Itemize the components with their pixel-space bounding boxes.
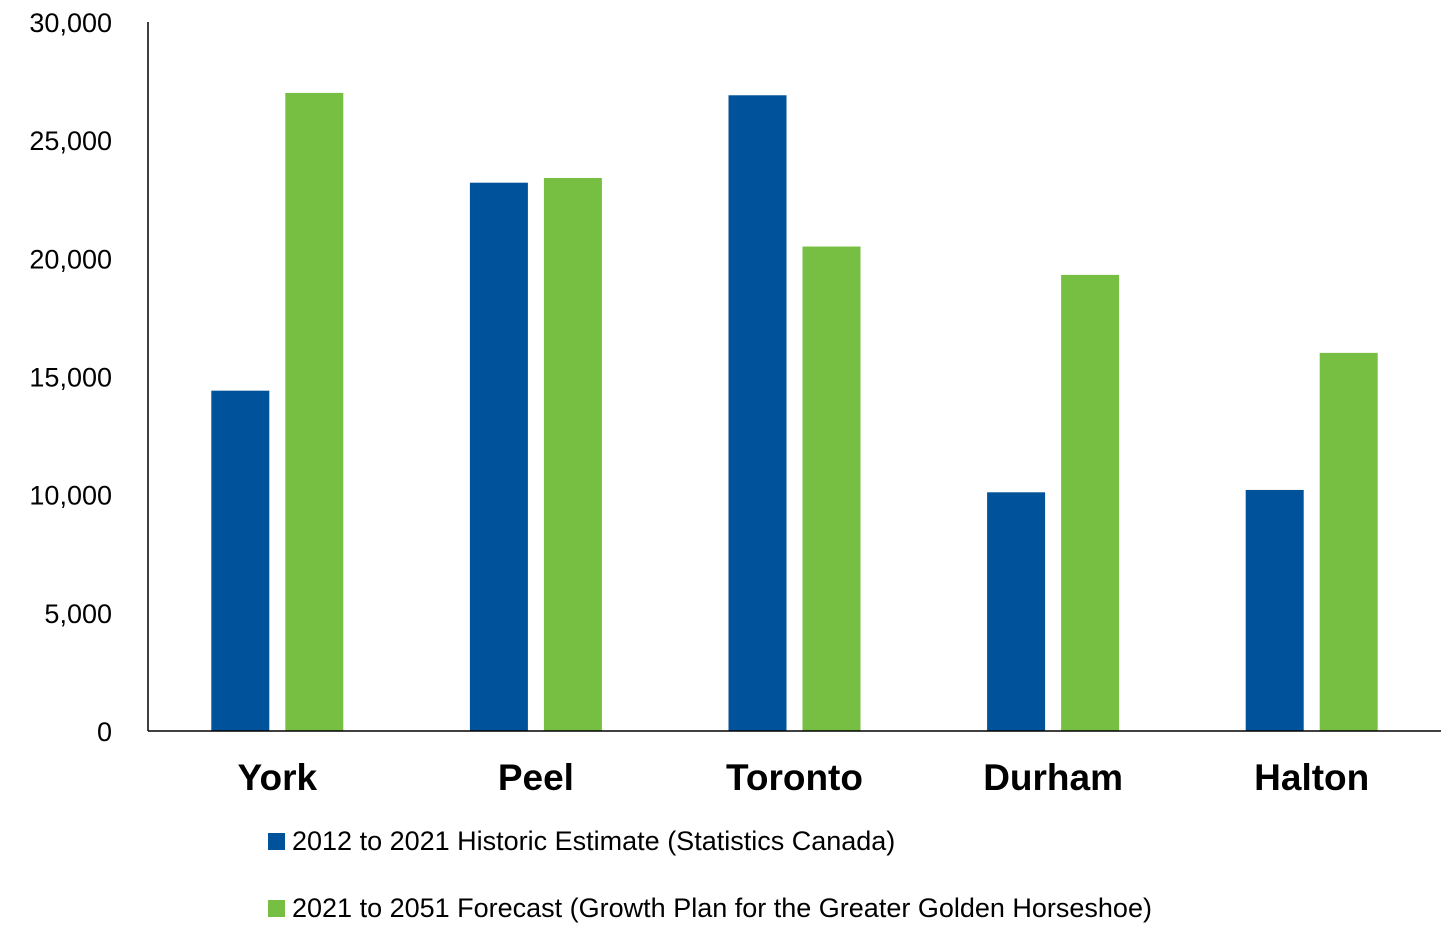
bar-toronto-series-1	[728, 95, 787, 732]
y-tick-label: 25,000	[29, 126, 112, 156]
bar-peel-series-1	[469, 182, 528, 731]
bar-halton-series-2	[1319, 352, 1378, 731]
bar-peel-series-2	[543, 177, 602, 732]
legend-label-historic: 2012 to 2021 Historic Estimate (Statisti…	[292, 826, 896, 856]
y-tick-label: 30,000	[29, 8, 112, 38]
y-tick-label: 5,000	[44, 599, 112, 629]
x-category-label: Toronto	[726, 757, 863, 798]
bar-durham-series-2	[1061, 274, 1120, 731]
legend-item-historic: 2012 to 2021 Historic Estimate (Statisti…	[268, 826, 895, 857]
bar-durham-series-1	[987, 492, 1046, 731]
bar-york-series-1	[211, 390, 270, 731]
bar-york-series-2	[285, 92, 344, 731]
x-category-label: Peel	[498, 757, 574, 798]
y-tick-label: 10,000	[29, 481, 112, 511]
y-axis-ticks: 0 5,000 10,000 15,000 20,000 25,000 30,000	[29, 8, 112, 747]
y-tick-label: 0	[97, 717, 112, 747]
legend-item-forecast: 2021 to 2051 Forecast (Growth Plan for t…	[268, 893, 1152, 924]
legend-label-forecast: 2021 to 2051 Forecast (Growth Plan for t…	[292, 893, 1152, 923]
x-category-label: York	[238, 757, 318, 798]
bar-toronto-series-2	[802, 246, 861, 731]
x-axis-categories: York Peel Toronto Durham Halton	[238, 757, 1370, 798]
bars	[211, 92, 1378, 732]
x-category-label: Durham	[983, 757, 1123, 798]
legend-swatch-forecast	[268, 900, 285, 917]
bar-halton-series-1	[1245, 489, 1304, 731]
y-tick-label: 20,000	[29, 244, 112, 274]
legend-swatch-historic	[268, 833, 285, 850]
x-category-label: Halton	[1254, 757, 1369, 798]
y-tick-label: 15,000	[29, 363, 112, 393]
